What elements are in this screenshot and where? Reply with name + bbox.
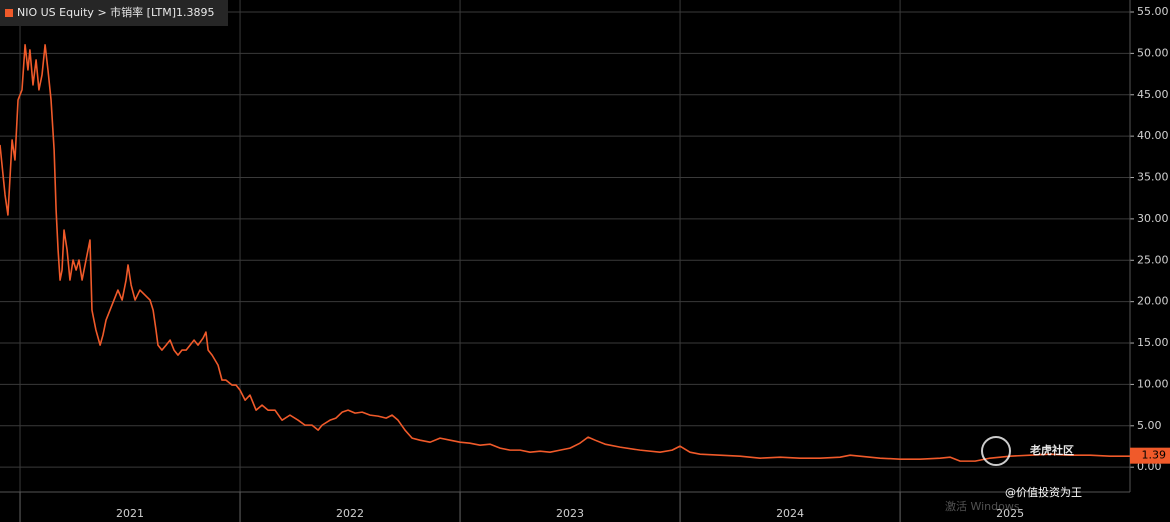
legend-box (0, 0, 228, 26)
y-tick-label: 45.00 (1137, 88, 1169, 101)
y-tick-label: 5.00 (1137, 419, 1162, 432)
watermark: 激活 Windows (945, 499, 1020, 513)
watermark: 老虎社区 (1029, 443, 1074, 457)
x-tick-label: 2024 (776, 507, 804, 520)
legend: NIO US Equity > 市销率 [LTM] 1.3895 (0, 0, 228, 26)
y-tick-label: 50.00 (1137, 46, 1169, 59)
watermark: @价值投资为王 (1005, 485, 1082, 499)
y-tick-label: 55.00 (1137, 5, 1169, 18)
y-tick-label: 35.00 (1137, 171, 1169, 184)
y-tick-label: 10.00 (1137, 377, 1169, 390)
x-tick-label: 2021 (116, 507, 144, 520)
y-tick-label: 40.00 (1137, 129, 1169, 142)
x-tick-label: 2025 (996, 507, 1024, 520)
legend-value: 1.3895 (176, 6, 215, 19)
series-line (0, 44, 1130, 462)
y-tick-label: 30.00 (1137, 212, 1169, 225)
x-tick-label: 2023 (556, 507, 584, 520)
y-tick-label: 25.00 (1137, 253, 1169, 266)
x-tick-label: 2022 (336, 507, 364, 520)
watermark-logo (981, 436, 1011, 466)
last-price-tag (1130, 447, 1170, 464)
y-tick-label: 15.00 (1137, 336, 1169, 349)
last-price-label: 1.39 (1142, 449, 1167, 462)
legend-label: NIO US Equity > 市销率 [LTM] (17, 5, 176, 19)
y-tick-label: 20.00 (1137, 295, 1169, 308)
legend-swatch (5, 9, 13, 17)
